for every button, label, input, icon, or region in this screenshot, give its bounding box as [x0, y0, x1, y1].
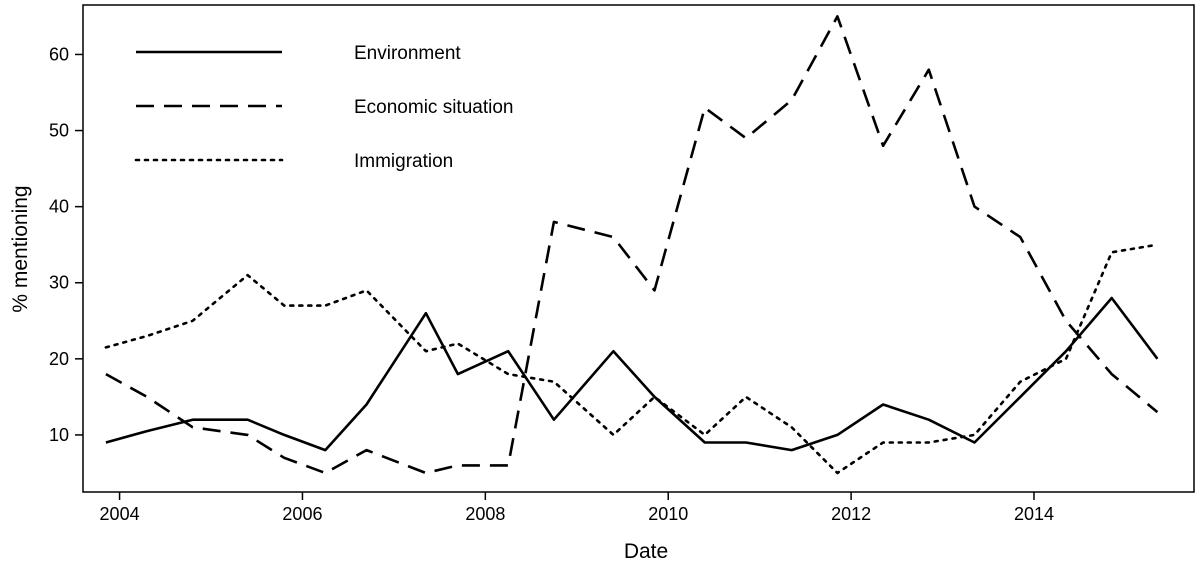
x-axis-title: Date: [624, 540, 668, 563]
series-layer: [104, 15, 1159, 475]
x-tick-label: 2008: [465, 504, 505, 524]
y-tick-label: 40: [49, 197, 69, 217]
x-axis: 2004 2006 2008 2010 2012 2014: [100, 492, 1054, 524]
y-axis: 10 20 30 40 50 60: [49, 44, 83, 445]
plot-frame: [82, 4, 1195, 493]
x-tick-label: 2014: [1014, 504, 1054, 524]
x-tick-label: 2012: [831, 504, 871, 524]
y-tick-label: 10: [49, 425, 69, 445]
x-tick-label: 2004: [100, 504, 140, 524]
series-line-economic-situation: [105, 15, 1159, 475]
y-tick-label: 50: [49, 121, 69, 141]
x-tick-label: 2010: [648, 504, 688, 524]
legend: Environment Economic situation Immigration: [134, 43, 513, 172]
series-line-immigration: [104, 243, 1159, 475]
legend-label: Immigration: [354, 151, 453, 172]
legend-label: Environment: [354, 43, 461, 64]
x-tick-label: 2006: [282, 504, 322, 524]
y-axis-title: % mentioning: [9, 185, 32, 312]
series-line-environment: [105, 296, 1159, 452]
legend-label: Economic situation: [354, 97, 513, 118]
y-tick-label: 30: [49, 273, 69, 293]
y-tick-label: 60: [49, 44, 69, 64]
y-tick-label: 20: [49, 349, 69, 369]
